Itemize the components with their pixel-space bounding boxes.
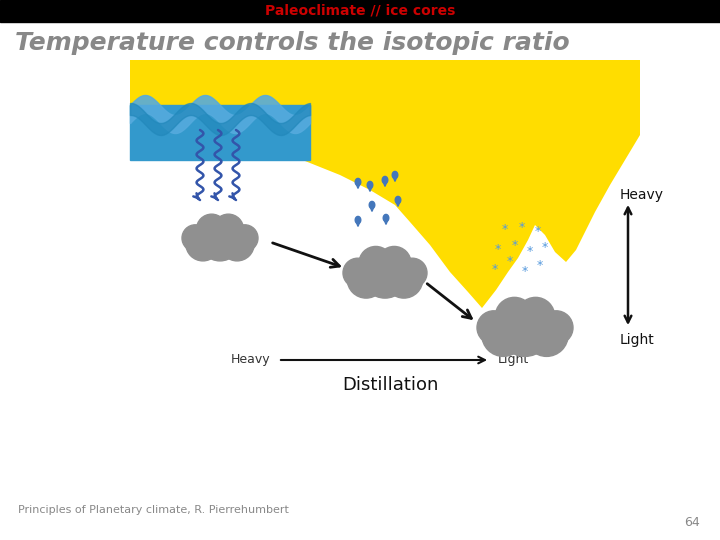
- Text: *: *: [519, 221, 525, 234]
- Text: *: *: [495, 244, 501, 256]
- Text: Light: Light: [498, 354, 529, 367]
- Circle shape: [197, 214, 227, 245]
- Text: 64: 64: [684, 516, 700, 529]
- Polygon shape: [356, 222, 359, 226]
- Text: Temperature controls the isotopic ratio: Temperature controls the isotopic ratio: [15, 31, 570, 55]
- Polygon shape: [355, 217, 361, 224]
- Polygon shape: [356, 184, 359, 188]
- Bar: [130, 105, 310, 160]
- Polygon shape: [369, 201, 375, 208]
- Polygon shape: [395, 197, 401, 204]
- Circle shape: [186, 227, 220, 261]
- Text: Light: Light: [620, 333, 654, 347]
- Circle shape: [397, 258, 427, 288]
- Text: Heavy: Heavy: [230, 354, 270, 367]
- Text: Heavy: Heavy: [620, 188, 664, 202]
- Polygon shape: [383, 214, 389, 221]
- Circle shape: [359, 246, 392, 280]
- Circle shape: [525, 313, 568, 356]
- Text: *: *: [527, 246, 533, 259]
- Circle shape: [516, 298, 554, 336]
- Circle shape: [377, 246, 411, 280]
- Text: *: *: [492, 264, 498, 276]
- Circle shape: [182, 225, 209, 252]
- Polygon shape: [130, 60, 640, 308]
- Circle shape: [385, 260, 423, 298]
- Circle shape: [220, 227, 254, 261]
- Text: *: *: [537, 259, 543, 272]
- Polygon shape: [370, 207, 374, 211]
- Circle shape: [482, 313, 525, 356]
- Bar: [0, 0, 720, 22]
- Polygon shape: [383, 183, 387, 186]
- Text: *: *: [542, 240, 548, 253]
- Circle shape: [495, 298, 534, 336]
- Polygon shape: [384, 220, 387, 225]
- Circle shape: [213, 214, 243, 245]
- Polygon shape: [393, 178, 397, 181]
- Text: *: *: [507, 255, 513, 268]
- Text: *: *: [512, 239, 518, 252]
- Polygon shape: [392, 171, 397, 179]
- Text: *: *: [502, 224, 508, 237]
- Text: Distillation: Distillation: [342, 376, 438, 394]
- Text: Paleoclimate // ice cores: Paleoclimate // ice cores: [265, 4, 455, 18]
- Circle shape: [539, 311, 573, 345]
- Text: *: *: [535, 226, 541, 239]
- Polygon shape: [397, 202, 400, 206]
- Polygon shape: [382, 177, 388, 184]
- Circle shape: [347, 260, 385, 298]
- Polygon shape: [367, 181, 373, 188]
- Text: Principles of Planetary climate, R. Pierrehumbert: Principles of Planetary climate, R. Pier…: [18, 505, 289, 515]
- Circle shape: [199, 219, 241, 261]
- Text: *: *: [522, 266, 528, 279]
- Circle shape: [477, 311, 510, 345]
- Circle shape: [362, 252, 408, 298]
- Circle shape: [231, 225, 258, 252]
- Circle shape: [343, 258, 372, 288]
- Circle shape: [498, 303, 552, 356]
- Polygon shape: [355, 178, 361, 186]
- Polygon shape: [369, 187, 372, 191]
